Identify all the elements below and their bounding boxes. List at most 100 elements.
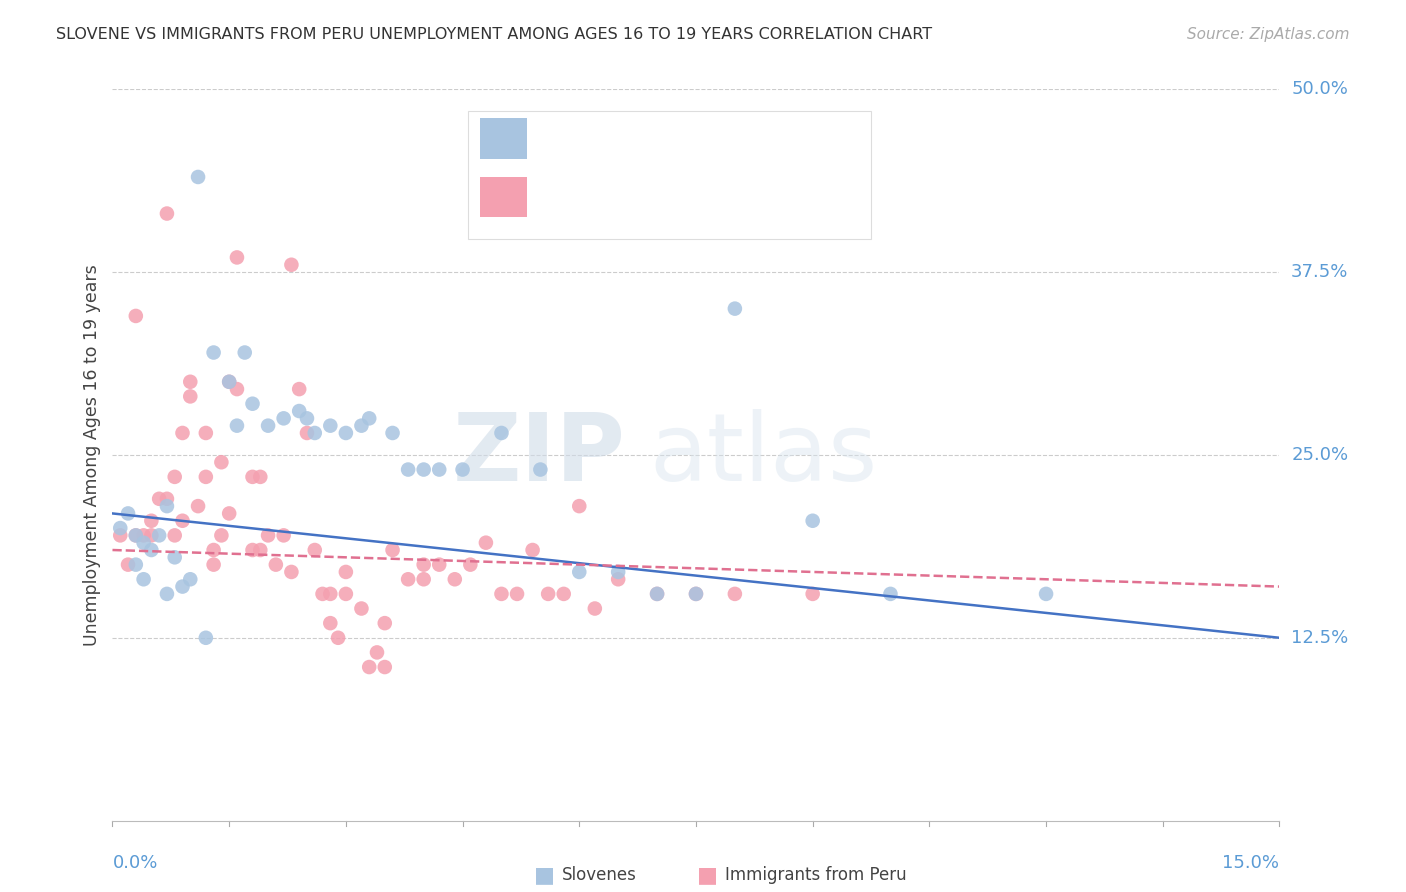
Point — [117, 507, 139, 521]
Point — [335, 425, 357, 440]
Point — [172, 425, 194, 440]
Point — [553, 587, 575, 601]
Text: R =  -0.093: R = -0.093 — [538, 187, 651, 206]
Point — [141, 543, 163, 558]
Point — [645, 587, 668, 601]
Point — [187, 499, 209, 513]
Point — [209, 455, 232, 469]
Point — [381, 425, 404, 440]
Point — [202, 558, 225, 572]
Point — [568, 565, 591, 579]
Point — [172, 580, 194, 594]
Point — [801, 514, 824, 528]
Point — [156, 587, 179, 601]
Point — [506, 587, 529, 601]
Text: 0.0%: 0.0% — [112, 854, 157, 871]
Text: 25.0%: 25.0% — [1291, 446, 1348, 464]
Point — [242, 470, 264, 484]
Point — [288, 404, 311, 418]
Point — [427, 462, 450, 476]
Point — [685, 587, 707, 601]
Point — [451, 462, 474, 476]
Point — [568, 499, 591, 513]
Point — [194, 470, 217, 484]
Point — [194, 425, 217, 440]
Point — [257, 418, 280, 433]
Point — [249, 543, 271, 558]
Text: atlas: atlas — [650, 409, 877, 501]
Point — [412, 462, 434, 476]
Point — [412, 558, 434, 572]
Point — [202, 543, 225, 558]
FancyBboxPatch shape — [468, 112, 870, 239]
Point — [1035, 587, 1057, 601]
Point — [304, 543, 326, 558]
Point — [685, 587, 707, 601]
Point — [359, 411, 381, 425]
Point — [209, 528, 232, 542]
Point — [724, 301, 747, 316]
Point — [249, 470, 271, 484]
Point — [148, 491, 170, 506]
Point — [202, 345, 225, 359]
Text: N = 44: N = 44 — [731, 129, 799, 147]
Text: 12.5%: 12.5% — [1291, 629, 1348, 647]
Point — [179, 389, 201, 403]
Text: SLOVENE VS IMMIGRANTS FROM PERU UNEMPLOYMENT AMONG AGES 16 TO 19 YEARS CORRELATI: SLOVENE VS IMMIGRANTS FROM PERU UNEMPLOY… — [56, 27, 932, 42]
Point — [319, 418, 342, 433]
Point — [335, 587, 357, 601]
Point — [132, 572, 155, 586]
Point — [350, 601, 373, 615]
Point — [359, 660, 381, 674]
Point — [304, 425, 326, 440]
Point — [257, 528, 280, 542]
Point — [374, 660, 396, 674]
Point — [460, 558, 482, 572]
Point — [141, 528, 163, 542]
Point — [607, 572, 630, 586]
Point — [396, 572, 419, 586]
Point — [724, 587, 747, 601]
Point — [163, 528, 186, 542]
Point — [491, 587, 513, 601]
Point — [280, 565, 302, 579]
Point — [179, 572, 201, 586]
Point — [326, 631, 349, 645]
Point — [156, 206, 179, 220]
Point — [374, 616, 396, 631]
Point — [319, 616, 342, 631]
Point — [110, 528, 132, 542]
Point — [311, 587, 333, 601]
Point — [491, 425, 513, 440]
Point — [295, 425, 318, 440]
Point — [264, 558, 287, 572]
Point — [218, 375, 240, 389]
Point — [273, 528, 295, 542]
Point — [366, 645, 388, 659]
Point — [163, 550, 186, 565]
Point — [529, 462, 551, 476]
Point — [218, 507, 240, 521]
Text: N =  71: N = 71 — [731, 187, 804, 206]
Point — [141, 514, 163, 528]
Text: 50.0%: 50.0% — [1291, 80, 1348, 98]
Point — [242, 397, 264, 411]
Text: Slovenes: Slovenes — [562, 866, 637, 885]
FancyBboxPatch shape — [479, 119, 527, 159]
Point — [179, 375, 201, 389]
Point — [125, 528, 148, 542]
Text: 37.5%: 37.5% — [1291, 263, 1348, 281]
Point — [125, 528, 148, 542]
Point — [156, 499, 179, 513]
Point — [280, 258, 302, 272]
Point — [335, 565, 357, 579]
Point — [443, 572, 465, 586]
Point — [412, 572, 434, 586]
Point — [226, 251, 249, 265]
Point — [172, 514, 194, 528]
Point — [226, 418, 249, 433]
Text: Source: ZipAtlas.com: Source: ZipAtlas.com — [1187, 27, 1350, 42]
Point — [273, 411, 295, 425]
Point — [350, 418, 373, 433]
Point — [879, 587, 901, 601]
